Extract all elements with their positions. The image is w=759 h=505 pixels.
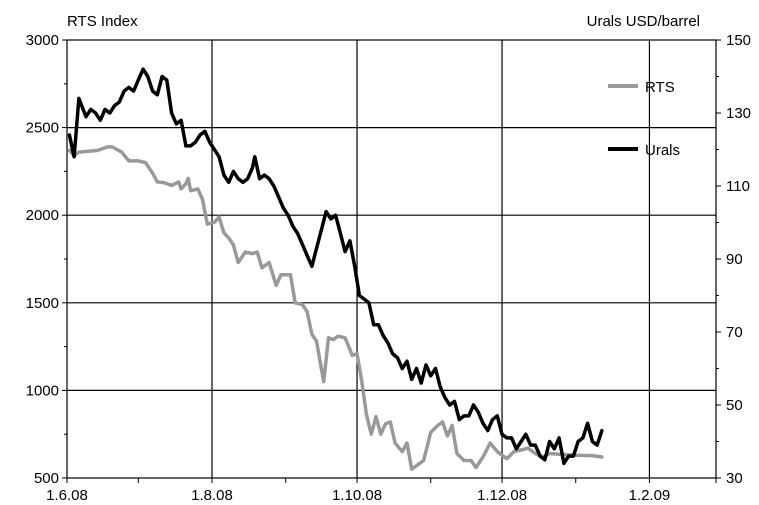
axis-ticks	[62, 39, 721, 483]
right-y-tick-label: 30	[726, 470, 743, 487]
x-tick-label: 1.12.08	[477, 487, 527, 504]
x-tick-label: 1.2.09	[629, 487, 671, 504]
legend: RTS Urals	[608, 79, 680, 159]
series-lines	[67, 67, 604, 471]
x-tick-label: 1.10.08	[332, 487, 382, 504]
right-y-tick-label: 150	[726, 32, 751, 49]
left-y-tick-label: 3000	[26, 32, 59, 49]
legend-label-rts: RTS	[645, 79, 675, 96]
axis-tick-labels: 1.6.08 1.8.08 1.10.08 1.12.08 1.2.09 500 1000 1…	[26, 32, 751, 504]
left-y-tick-label: 2000	[26, 207, 59, 224]
left-axis-title: RTS Index	[67, 13, 138, 30]
x-tick-label: 1.8.08	[191, 487, 233, 504]
right-y-tick-label: 130	[726, 105, 751, 122]
series-line-rts	[67, 145, 604, 471]
right-y-tick-label: 90	[726, 251, 743, 268]
left-y-tick-label: 2500	[26, 120, 59, 137]
plot-area	[67, 40, 716, 478]
legend-label-urals: Urals	[645, 142, 680, 159]
right-axis-title: Urals USD/barrel	[587, 13, 700, 30]
left-y-tick-label: 500	[34, 470, 59, 487]
series-line-urals	[67, 67, 604, 466]
right-y-tick-label: 110	[726, 178, 750, 195]
x-tick-label: 1.6.08	[46, 487, 88, 504]
right-y-tick-label: 50	[726, 397, 743, 414]
left-y-tick-label: 1500	[26, 295, 59, 312]
grid	[67, 40, 716, 478]
left-y-tick-label: 1000	[26, 382, 59, 399]
right-y-tick-label: 70	[726, 324, 743, 341]
